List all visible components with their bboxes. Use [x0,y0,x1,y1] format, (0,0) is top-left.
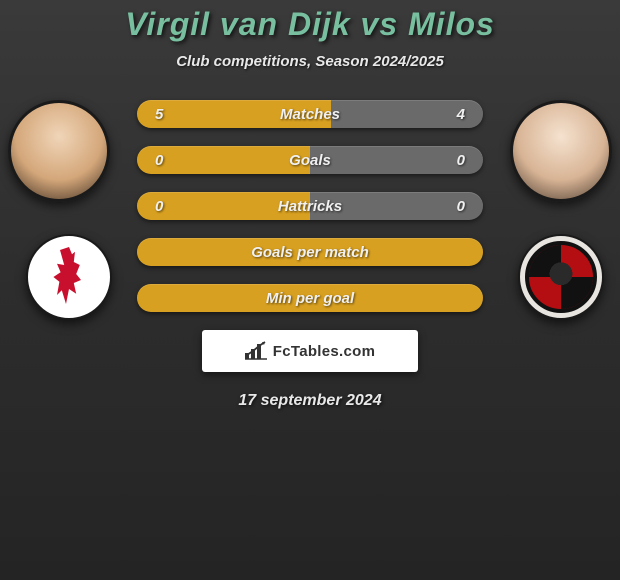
stat-label: Goals per match [137,244,483,261]
page-title: Virgil van Dijk vs Milos [0,0,620,43]
stat-label: Goals [137,152,483,169]
player-right-avatar [510,100,612,202]
stat-rows: 5Matches40Goals00Hattricks0Goals per mat… [137,100,483,312]
stat-row: 0Goals0 [137,146,483,174]
stat-left-value: 0 [155,198,163,215]
stat-left-value: 5 [155,106,163,123]
stat-label: Matches [137,106,483,123]
stat-right-value: 4 [457,106,465,123]
comparison-panel: 5Matches40Goals00Hattricks0Goals per mat… [0,100,620,410]
stat-row: 0Hattricks0 [137,192,483,220]
stat-left-value: 0 [155,152,163,169]
liverpool-icon [39,247,99,307]
bournemouth-icon [526,242,596,312]
stat-row: Min per goal [137,284,483,312]
fctables-label: FcTables.com [273,343,376,360]
bar-chart-icon [245,341,269,361]
stat-row: Goals per match [137,238,483,266]
stat-right-value: 0 [457,198,465,215]
club-left-badge [26,234,112,320]
fctables-attribution: FcTables.com [202,330,418,372]
stat-label: Hattricks [137,198,483,215]
player-left-avatar [8,100,110,202]
stat-row: 5Matches4 [137,100,483,128]
snapshot-date: 17 september 2024 [0,392,620,410]
subtitle: Club competitions, Season 2024/2025 [0,53,620,70]
club-right-badge [518,234,604,320]
stat-label: Min per goal [137,290,483,307]
stat-right-value: 0 [457,152,465,169]
